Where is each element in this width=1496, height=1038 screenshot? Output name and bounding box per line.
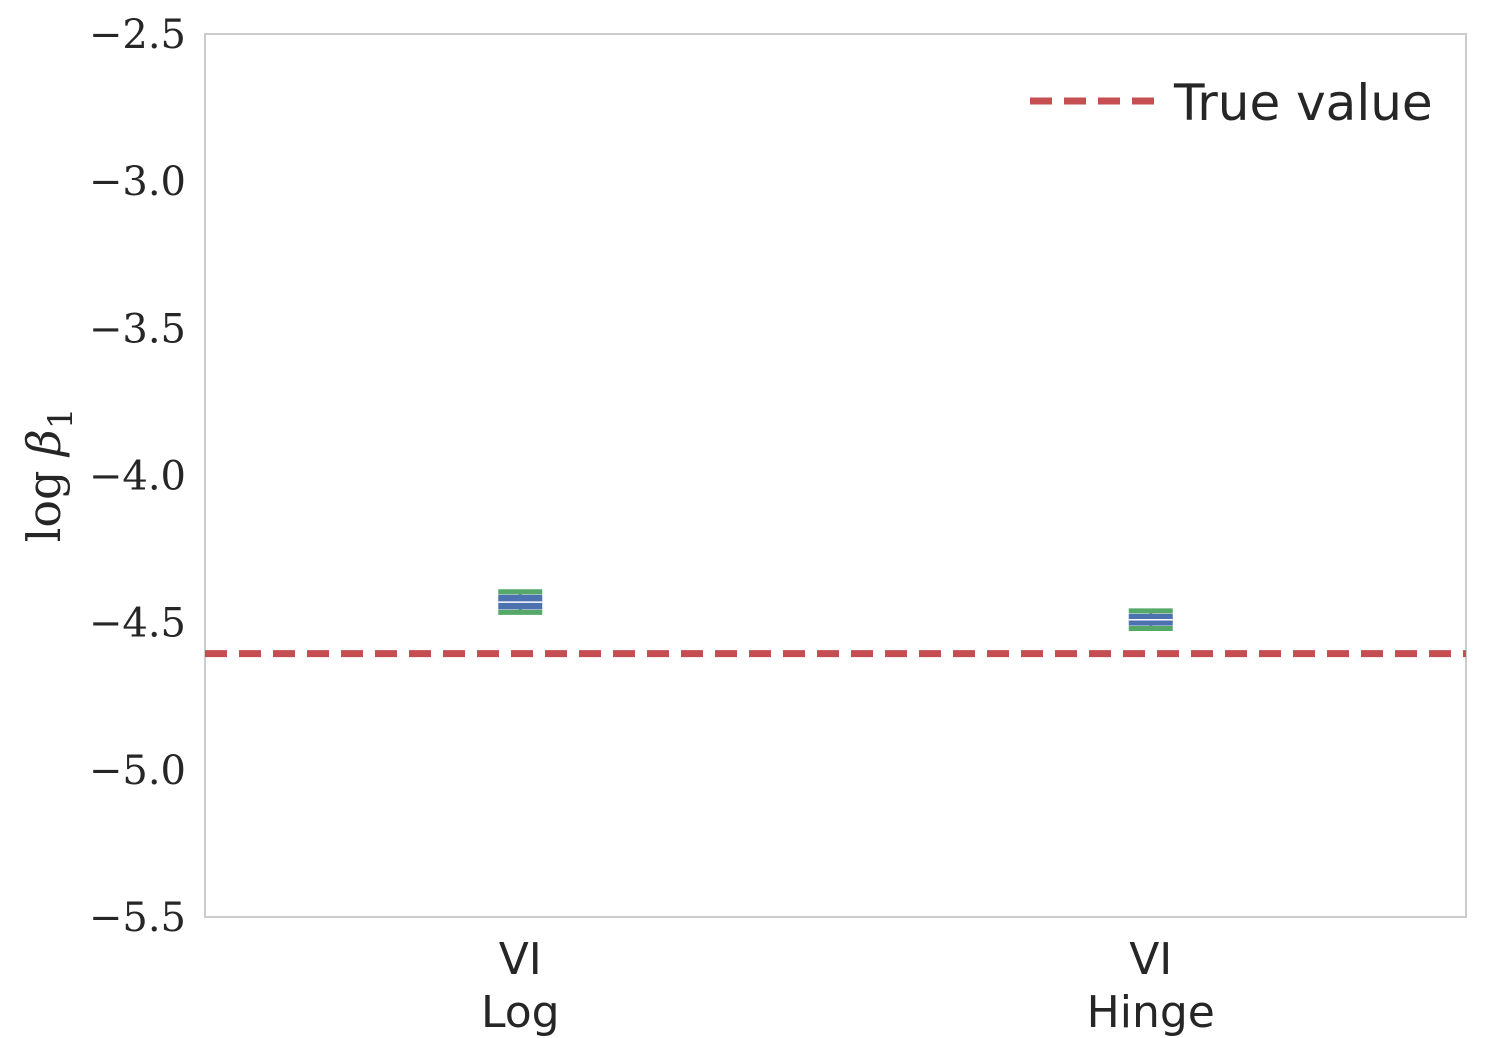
box-plot-mark (1128, 608, 1173, 632)
box-plot-mark (498, 589, 543, 615)
y-axis-label-text: log (17, 456, 71, 542)
y-tick-label: −4.0 (89, 454, 186, 500)
y-tick-label: −3.5 (89, 306, 186, 352)
y-tick-label: −2.5 (89, 12, 186, 58)
legend: True value (1030, 74, 1433, 132)
legend-label-true-value: True value (1173, 74, 1433, 132)
plot-area-frame (204, 33, 1467, 918)
y-axis-ticks: −2.5 −3.0 −3.5 −4.0 −4.5 −5.0 −5.5 (89, 12, 186, 941)
y-axis-label-symbol: β (17, 429, 71, 458)
y-tick-label: −4.5 (89, 601, 186, 647)
x-tick-label: VI (499, 934, 542, 985)
x-tick-label-sub: Log (481, 987, 560, 1038)
data-marks (498, 589, 1173, 632)
y-tick-label: −3.0 (89, 159, 186, 205)
y-axis-label: log β1 (17, 408, 81, 543)
y-axis-label-subscript: 1 (41, 408, 81, 430)
x-tick-label-sub: Hinge (1087, 987, 1215, 1038)
y-tick-label: −5.0 (89, 748, 186, 794)
y-tick-label: −5.5 (89, 895, 186, 941)
x-tick-label: VI (1129, 934, 1172, 985)
